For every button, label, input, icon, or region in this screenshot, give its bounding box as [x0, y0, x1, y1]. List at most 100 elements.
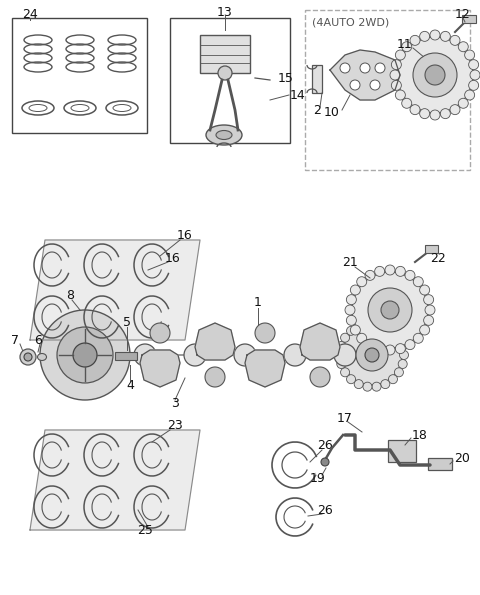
Text: 1: 1: [254, 296, 262, 308]
Text: 18: 18: [412, 428, 428, 441]
Circle shape: [350, 325, 360, 335]
Circle shape: [134, 344, 156, 366]
Circle shape: [365, 348, 379, 362]
Circle shape: [430, 110, 440, 120]
Circle shape: [73, 343, 97, 367]
Circle shape: [381, 321, 390, 330]
Circle shape: [391, 60, 401, 70]
Circle shape: [284, 344, 306, 366]
Circle shape: [363, 382, 372, 391]
Polygon shape: [195, 323, 235, 360]
Circle shape: [385, 345, 395, 355]
Circle shape: [341, 368, 349, 377]
Text: 25: 25: [137, 524, 153, 537]
Circle shape: [388, 375, 397, 384]
Text: 22: 22: [430, 252, 446, 265]
Circle shape: [425, 305, 435, 315]
Circle shape: [218, 66, 232, 80]
Circle shape: [184, 344, 206, 366]
Circle shape: [337, 359, 346, 368]
Text: 12: 12: [455, 8, 471, 20]
Circle shape: [24, 353, 32, 361]
Circle shape: [424, 315, 433, 325]
Circle shape: [352, 272, 428, 348]
Text: 8: 8: [66, 289, 74, 302]
Text: 14: 14: [290, 89, 306, 102]
Circle shape: [354, 321, 363, 330]
Circle shape: [405, 270, 415, 280]
Polygon shape: [245, 350, 285, 387]
Circle shape: [450, 105, 460, 115]
Polygon shape: [300, 323, 340, 360]
Circle shape: [372, 319, 381, 328]
Circle shape: [234, 344, 256, 366]
Circle shape: [57, 327, 113, 383]
Circle shape: [336, 350, 345, 359]
Circle shape: [372, 382, 381, 391]
Circle shape: [399, 350, 408, 359]
Ellipse shape: [37, 353, 47, 361]
Polygon shape: [30, 430, 200, 530]
Text: 16: 16: [165, 252, 181, 265]
Circle shape: [458, 98, 468, 108]
Text: 13: 13: [217, 5, 233, 18]
Circle shape: [396, 90, 405, 100]
Circle shape: [381, 301, 399, 319]
Circle shape: [40, 310, 130, 400]
Circle shape: [255, 323, 275, 343]
Circle shape: [350, 285, 360, 295]
Circle shape: [468, 80, 479, 90]
Circle shape: [470, 70, 480, 80]
Text: 15: 15: [278, 71, 294, 84]
Circle shape: [413, 333, 423, 343]
Circle shape: [395, 333, 403, 342]
Circle shape: [365, 340, 375, 350]
Bar: [388, 440, 416, 462]
Circle shape: [347, 326, 356, 336]
Circle shape: [395, 368, 403, 377]
Bar: [115, 352, 137, 360]
Bar: [12, 18, 147, 133]
Circle shape: [347, 375, 356, 384]
Bar: [200, 35, 250, 73]
Circle shape: [345, 305, 355, 315]
Circle shape: [465, 90, 475, 100]
Text: (4AUTO 2WD): (4AUTO 2WD): [312, 17, 389, 27]
Text: 7: 7: [11, 334, 19, 346]
Circle shape: [342, 325, 402, 385]
Circle shape: [385, 265, 395, 275]
Polygon shape: [30, 240, 200, 340]
Circle shape: [465, 50, 475, 60]
Ellipse shape: [206, 125, 242, 145]
Circle shape: [375, 267, 384, 276]
Text: 26: 26: [317, 503, 333, 516]
Text: 21: 21: [342, 255, 358, 268]
Circle shape: [430, 30, 440, 40]
Circle shape: [375, 344, 384, 353]
Polygon shape: [330, 50, 400, 100]
Text: 20: 20: [454, 452, 470, 465]
Circle shape: [356, 339, 388, 371]
Text: 19: 19: [310, 471, 326, 484]
Circle shape: [347, 295, 356, 305]
Text: 10: 10: [324, 105, 340, 118]
Circle shape: [368, 288, 412, 332]
Circle shape: [405, 340, 415, 350]
Circle shape: [321, 458, 329, 466]
Circle shape: [390, 70, 400, 80]
Circle shape: [357, 333, 367, 343]
Circle shape: [420, 285, 430, 295]
Text: 4: 4: [126, 378, 134, 392]
Circle shape: [150, 323, 170, 343]
Circle shape: [354, 380, 363, 389]
Circle shape: [357, 277, 367, 287]
Bar: [312, 65, 322, 93]
Circle shape: [402, 42, 412, 52]
Circle shape: [402, 98, 412, 108]
Bar: [462, 15, 476, 23]
Circle shape: [341, 333, 349, 342]
Text: 2: 2: [313, 104, 321, 117]
Circle shape: [310, 367, 330, 387]
Circle shape: [440, 32, 450, 42]
Bar: [305, 10, 470, 170]
